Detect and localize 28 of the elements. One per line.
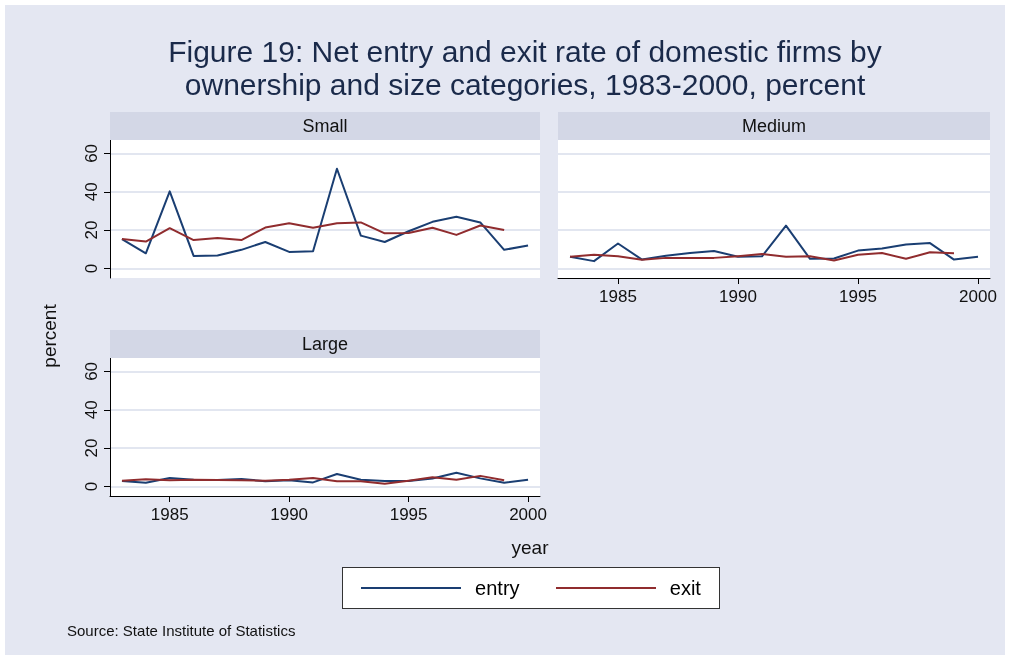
- y-tick-label: 60: [82, 361, 101, 381]
- x-tick-label: 1990: [719, 287, 757, 306]
- line-series: [120, 167, 530, 257]
- chart-subtitle: Medium: [558, 112, 990, 140]
- y-tick-label: 0: [82, 481, 101, 492]
- line-series: [120, 221, 506, 243]
- x-axis-title: year: [510, 537, 550, 559]
- legend-label: entry: [475, 576, 520, 600]
- y-tick-label: 40: [82, 182, 101, 202]
- source-note: Source: State Institute of Statistics: [67, 622, 296, 639]
- x-tick-label: 2000: [959, 287, 997, 306]
- x-tick-label: 1985: [150, 505, 189, 524]
- line-series: [120, 474, 506, 485]
- y-tick-label: 20: [82, 438, 101, 458]
- chart-subtitle: Small: [110, 112, 540, 140]
- chart-subtitle: Large: [110, 330, 540, 358]
- x-tick-label: 1995: [839, 287, 877, 306]
- x-tick-label: 1985: [599, 287, 637, 306]
- chart-title: Figure 19: Net entry and exit rate of domestic firms by ownership and size categories, 1983-2000, percent: [167, 35, 883, 101]
- y-tick-label: 40: [82, 400, 101, 420]
- x-tick-label: 1995: [389, 505, 428, 524]
- y-tick-label: 0: [82, 263, 101, 274]
- y-axis-title: percent: [39, 303, 61, 370]
- legend-label: exit: [669, 576, 701, 600]
- y-tick-label: 20: [82, 220, 101, 240]
- x-tick-label: 1990: [270, 505, 309, 524]
- x-tick-label: 2000: [509, 505, 547, 524]
- y-tick-label: 60: [82, 143, 101, 163]
